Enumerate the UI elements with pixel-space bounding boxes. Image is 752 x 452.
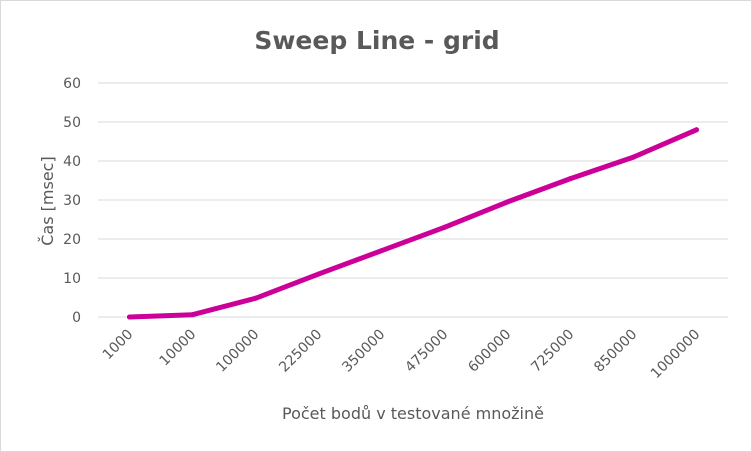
x-axis-ticks: 1000 10000 100000 225000 350000 475000 600000 7…: [100, 327, 704, 382]
x-tick-label: 1000000: [648, 327, 703, 382]
x-tick-label: 725000: [528, 327, 577, 376]
y-tick-label: 50: [63, 115, 81, 131]
data-point: [694, 127, 699, 133]
data-point: [316, 271, 321, 277]
data-point: [631, 154, 636, 160]
x-tick-label: 100000: [213, 327, 262, 376]
y-tick-label: 40: [63, 154, 81, 170]
y-tick-label: 60: [63, 76, 81, 92]
x-tick-label: 225000: [276, 327, 325, 376]
x-tick-label: 475000: [402, 327, 451, 376]
data-point: [127, 314, 132, 320]
x-tick-label: 350000: [339, 327, 388, 376]
data-point: [253, 295, 258, 301]
y-axis-ticks: 0 10 20 30 40 50 60: [63, 76, 81, 326]
data-point: [190, 312, 195, 318]
x-tick-label: 1000: [100, 327, 137, 364]
y-axis-label: Čas [msec]: [38, 156, 57, 245]
data-point: [505, 199, 510, 205]
series-layer: [127, 127, 699, 320]
y-tick-label: 30: [63, 193, 81, 209]
data-point: [568, 176, 573, 182]
y-tick-label: 10: [63, 271, 81, 287]
y-tick-label: 20: [63, 232, 81, 248]
gridlines: [98, 82, 728, 318]
x-tick-label: 10000: [157, 327, 200, 370]
x-axis-label: Počet bodů v testované množině: [282, 404, 544, 423]
chart-title: Sweep Line - grid: [254, 26, 499, 55]
data-point: [442, 224, 447, 230]
data-point: [379, 248, 384, 254]
x-tick-label: 850000: [591, 327, 640, 376]
series-line: [127, 127, 699, 320]
y-tick-label: 0: [72, 310, 81, 326]
x-tick-label: 600000: [465, 327, 514, 376]
